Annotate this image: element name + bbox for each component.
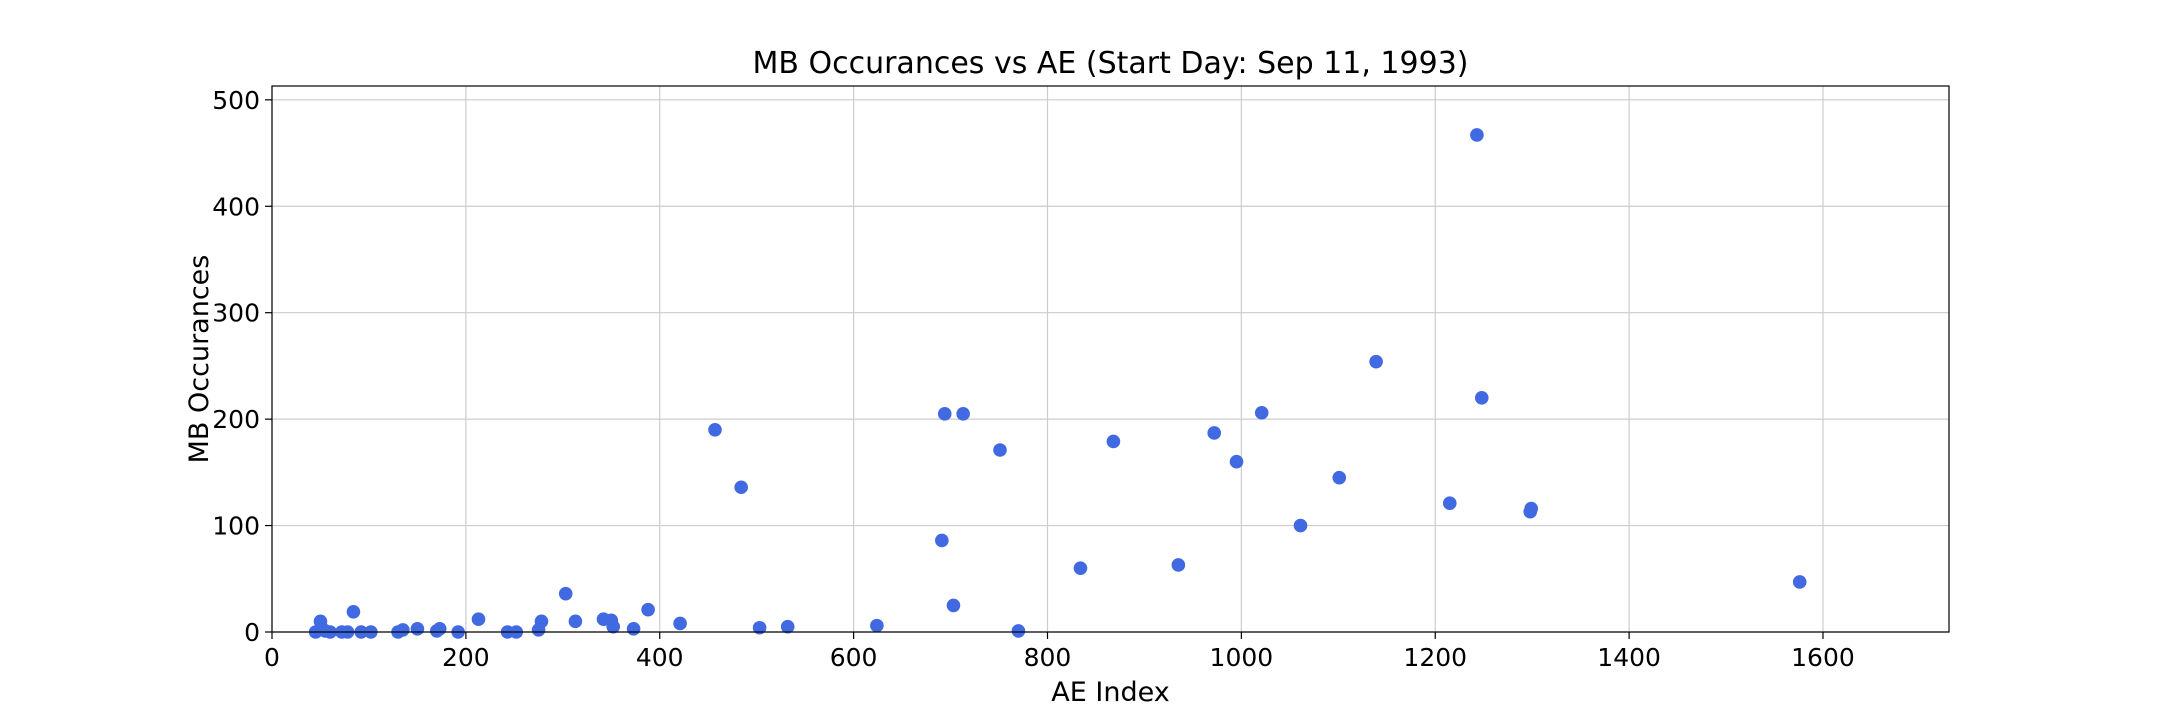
x-tick-label: 1600: [1791, 643, 1855, 672]
scatter-point: [993, 443, 1007, 457]
x-axis-ticks: 0 200 400 600 800 1000 1200 1400 1600: [264, 632, 1855, 672]
scatter-point: [708, 422, 722, 437]
x-tick-label: 800: [1024, 643, 1072, 672]
scatter-point: [780, 619, 795, 634]
x-tick-label: 400: [636, 643, 684, 672]
scatter-point: [673, 616, 687, 631]
scatter-point: [1073, 561, 1088, 575]
scatter-point: [606, 619, 621, 634]
scatter-point: [568, 614, 583, 629]
scatter-point: [1470, 128, 1484, 142]
scatter-point: [1369, 354, 1383, 369]
scatter-point: [1474, 391, 1489, 405]
y-tick-label: 200: [212, 405, 260, 434]
x-tick-label: 1000: [1210, 643, 1274, 672]
scatter-point: [471, 612, 486, 627]
scatter-point: [935, 533, 949, 548]
scatter-point: [626, 622, 641, 636]
scatter-point: [752, 620, 767, 635]
scatter-point: [534, 614, 549, 629]
scatter-point: [1254, 405, 1269, 420]
y-tick-label: 0: [244, 618, 260, 647]
scatter-point: [870, 618, 884, 633]
y-tick-label: 400: [212, 192, 260, 221]
scatter-point: [1442, 496, 1457, 511]
scatter-point: [937, 407, 952, 421]
scatter-point: [1171, 558, 1186, 572]
y-tick-label: 300: [212, 299, 260, 328]
chart-title: MB Occurances vs AE (Start Day: Sep 11, …: [752, 46, 1468, 81]
x-tick-label: 200: [442, 643, 490, 672]
scatter-point: [1524, 501, 1539, 516]
y-axis-label: MB Occurances: [184, 255, 215, 464]
scatter-point: [1293, 518, 1308, 533]
scatter-point: [956, 407, 970, 421]
scatter-point: [1792, 575, 1807, 589]
y-tick-label: 500: [212, 86, 260, 115]
data-points: [308, 128, 1807, 639]
scatter-point: [346, 604, 361, 619]
scatter-point: [1106, 434, 1121, 449]
x-tick-label: 1400: [1597, 643, 1661, 672]
scatter-point: [1332, 470, 1347, 485]
scatter-point: [396, 623, 410, 637]
x-tick-label: 1200: [1403, 643, 1467, 672]
scatter-point: [1207, 426, 1222, 440]
scatter-point: [946, 598, 961, 613]
scatter-point: [1011, 624, 1026, 638]
scatter-point: [410, 622, 425, 636]
y-tick-label: 100: [212, 512, 260, 541]
y-axis-ticks: 0 100 200 300 400 500: [212, 86, 272, 647]
scatter-point: [734, 480, 748, 495]
scatter-point: [558, 586, 573, 601]
x-tick-label: 600: [830, 643, 878, 672]
plot-frame: [271, 85, 1950, 633]
x-axis-label: AE Index: [1051, 677, 1169, 708]
scatter-point: [1229, 454, 1244, 469]
scatter-point: [432, 622, 447, 636]
scatter-point: [641, 602, 655, 617]
x-tick-label: 0: [264, 643, 280, 672]
